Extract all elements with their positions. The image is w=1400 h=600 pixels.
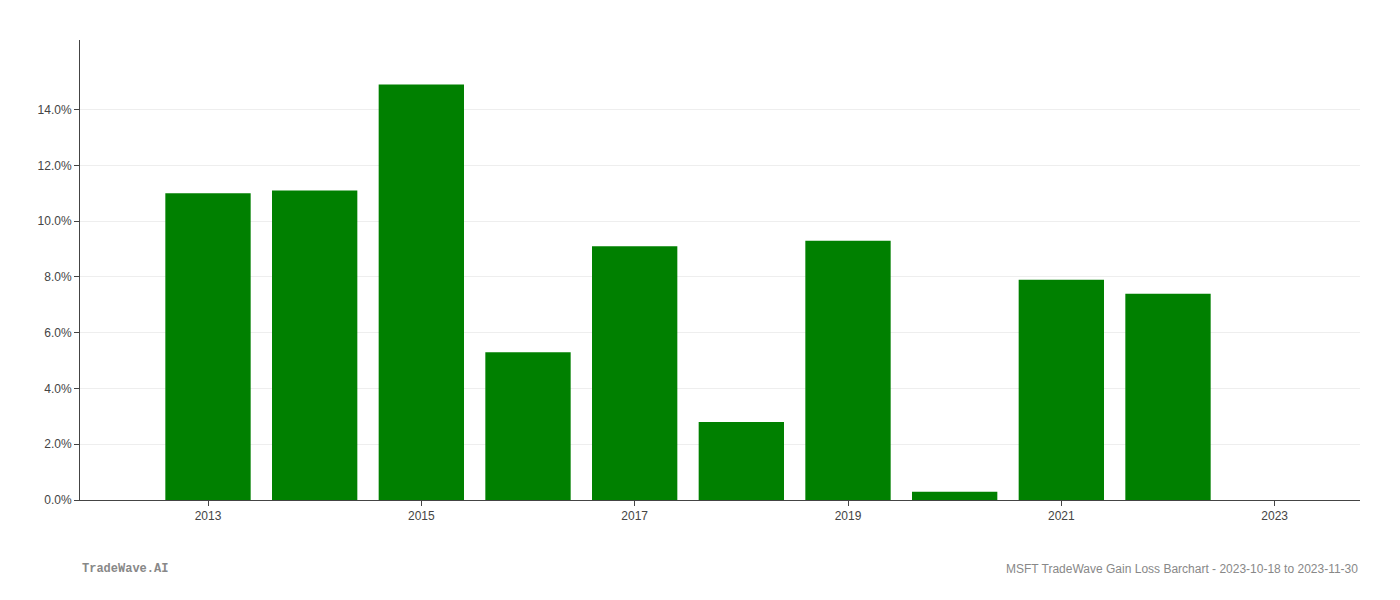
svg-text:2015: 2015 [408, 509, 435, 523]
svg-text:10.0%: 10.0% [38, 214, 72, 228]
svg-text:4.0%: 4.0% [44, 382, 72, 396]
svg-text:12.0%: 12.0% [38, 159, 72, 173]
svg-text:MSFT TradeWave Gain Loss Barch: MSFT TradeWave Gain Loss Barchart - 2023… [1006, 562, 1358, 576]
svg-text:14.0%: 14.0% [38, 103, 72, 117]
svg-text:2017: 2017 [621, 509, 648, 523]
svg-text:2013: 2013 [195, 509, 222, 523]
svg-text:2019: 2019 [835, 509, 862, 523]
svg-text:0.0%: 0.0% [44, 493, 72, 507]
svg-text:2023: 2023 [1261, 509, 1288, 523]
svg-text:TradeWave.AI: TradeWave.AI [82, 562, 168, 576]
svg-text:6.0%: 6.0% [44, 326, 72, 340]
svg-text:2.0%: 2.0% [44, 437, 72, 451]
svg-text:8.0%: 8.0% [44, 270, 72, 284]
svg-text:2021: 2021 [1048, 509, 1075, 523]
